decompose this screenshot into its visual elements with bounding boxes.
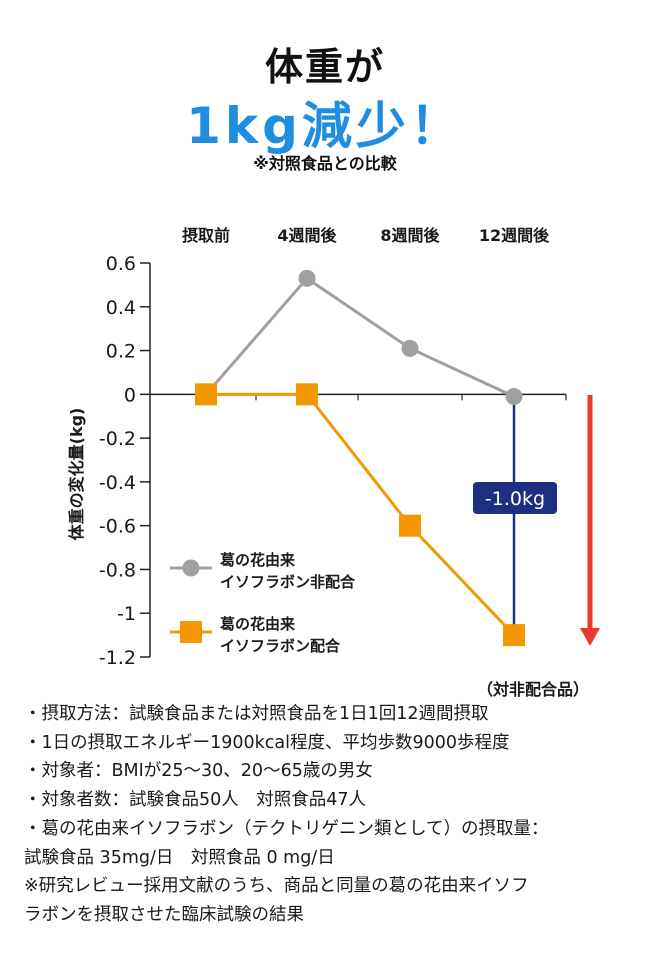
legend-marker <box>182 559 200 577</box>
y-tick-label: 0.6 <box>106 253 136 275</box>
headline-weight: 体重が <box>264 45 385 89</box>
note-line: ラボンを摂取させた臨床試験の結果 <box>24 904 304 925</box>
series-line <box>206 392 516 637</box>
series-point <box>399 514 421 537</box>
comparison-note: ※対照食品との比較 <box>253 154 397 173</box>
y-tick-label: -1.2 <box>99 647 136 669</box>
legend-label: 葛の花由来 <box>219 551 296 569</box>
note-line: ・対象者：BMIが25～30、20～65歳の男女 <box>24 761 373 782</box>
y-tick-label: 0.2 <box>106 341 136 363</box>
y-tick-label: -0.4 <box>99 472 136 494</box>
category-label: 8週間後 <box>380 226 440 245</box>
category-label: 摂取前 <box>182 226 230 245</box>
legend-label: イソフラボン配合 <box>220 637 341 655</box>
legend-label: 葛の花由来 <box>219 615 296 633</box>
note-line: ・対象者数：試験食品50人 対照食品47人 <box>24 790 367 811</box>
comparison-label: （対非配合品） <box>477 680 589 699</box>
legend-marker <box>180 621 202 643</box>
series-point <box>503 624 525 647</box>
series-point <box>195 383 217 406</box>
difference-label: -1.0kg <box>485 488 545 510</box>
y-tick-label: -1 <box>117 603 136 625</box>
y-axis-label: 体重の変化量(kg) <box>67 408 86 541</box>
weight-change-chart: 0.6 0.4 0.2 0 -0.2 -0.4 -0.6 -0.8 -1 -1.2 摂取前 4週間後 8… <box>67 226 600 699</box>
series-line <box>204 276 515 398</box>
note-line: ・摂取方法：試験食品または対照食品を1日1回12週間摂取 <box>24 704 489 724</box>
note-line: 試験食品 35mg/日 対照食品 0 mg/日 <box>24 847 335 868</box>
y-tick-label: 0.4 <box>106 297 136 319</box>
difference-label-box <box>473 482 557 514</box>
y-tick-label: -0.2 <box>99 428 136 450</box>
category-label: 4週間後 <box>277 226 337 245</box>
note-line: ※研究レビュー採用文献のうち、商品と同量の葛の花由来イソフ <box>24 876 529 897</box>
category-label: 12週間後 <box>479 226 550 245</box>
headline-decrease: 1kg減少！ <box>186 97 464 155</box>
note-line: ・1日の摂取エネルギー1900kcal程度、平均歩数9000歩程度 <box>24 732 510 753</box>
legend-label: イソフラボン非配合 <box>220 573 356 591</box>
series-point <box>296 383 318 406</box>
arrow-head <box>580 628 600 646</box>
y-tick-label: 0 <box>124 384 136 406</box>
y-tick-label: -0.8 <box>99 559 136 581</box>
series-point <box>505 388 523 406</box>
note-line: ・葛の花由来イソフラボン（テクトリゲニン類として）の摂取量： <box>24 818 549 839</box>
study-notes: ・摂取方法：試験食品または対照食品を1日1回12週間摂取・1日の摂取エネルギー1… <box>24 700 634 930</box>
series-point <box>401 339 419 357</box>
y-tick-label: -0.6 <box>99 516 136 538</box>
series-point <box>298 269 316 287</box>
